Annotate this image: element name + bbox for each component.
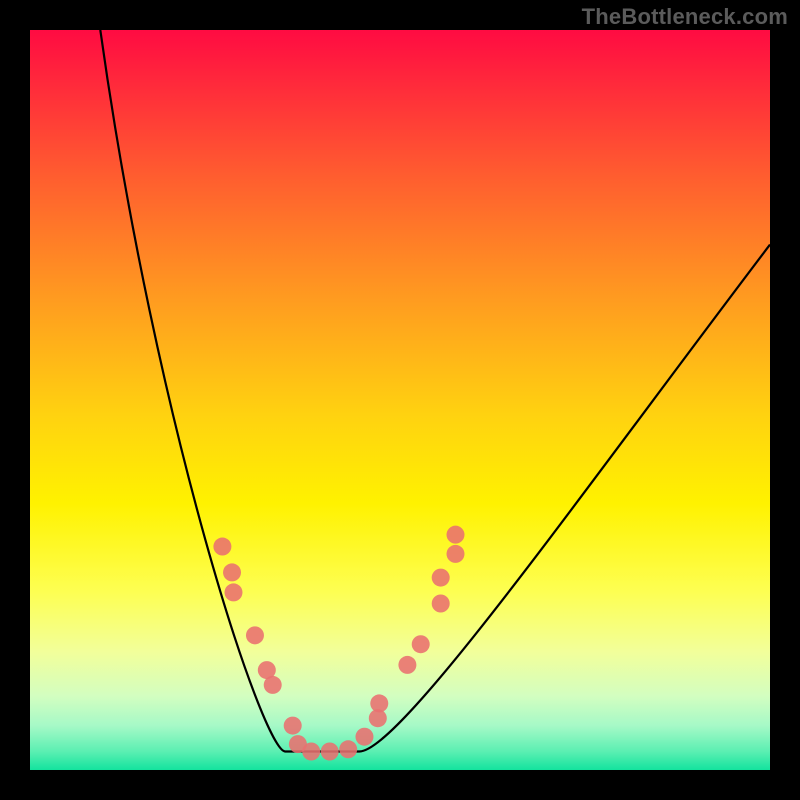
curve-marker — [284, 717, 302, 735]
watermark-label: TheBottleneck.com — [582, 4, 788, 30]
curve-marker — [432, 569, 450, 587]
curve-marker — [355, 728, 373, 746]
plot-area — [30, 30, 770, 770]
curve-marker — [264, 676, 282, 694]
chart-frame: TheBottleneck.com — [0, 0, 800, 800]
gradient-background — [30, 30, 770, 770]
curve-marker — [225, 583, 243, 601]
curve-marker — [447, 545, 465, 563]
curve-marker — [223, 563, 241, 581]
curve-marker — [412, 635, 430, 653]
curve-marker — [321, 743, 339, 761]
curve-marker — [302, 743, 320, 761]
curve-marker — [339, 740, 357, 758]
curve-marker — [370, 694, 388, 712]
curve-marker — [432, 595, 450, 613]
curve-marker — [447, 526, 465, 544]
curve-marker — [213, 538, 231, 556]
curve-marker — [246, 626, 264, 644]
curve-marker — [398, 656, 416, 674]
